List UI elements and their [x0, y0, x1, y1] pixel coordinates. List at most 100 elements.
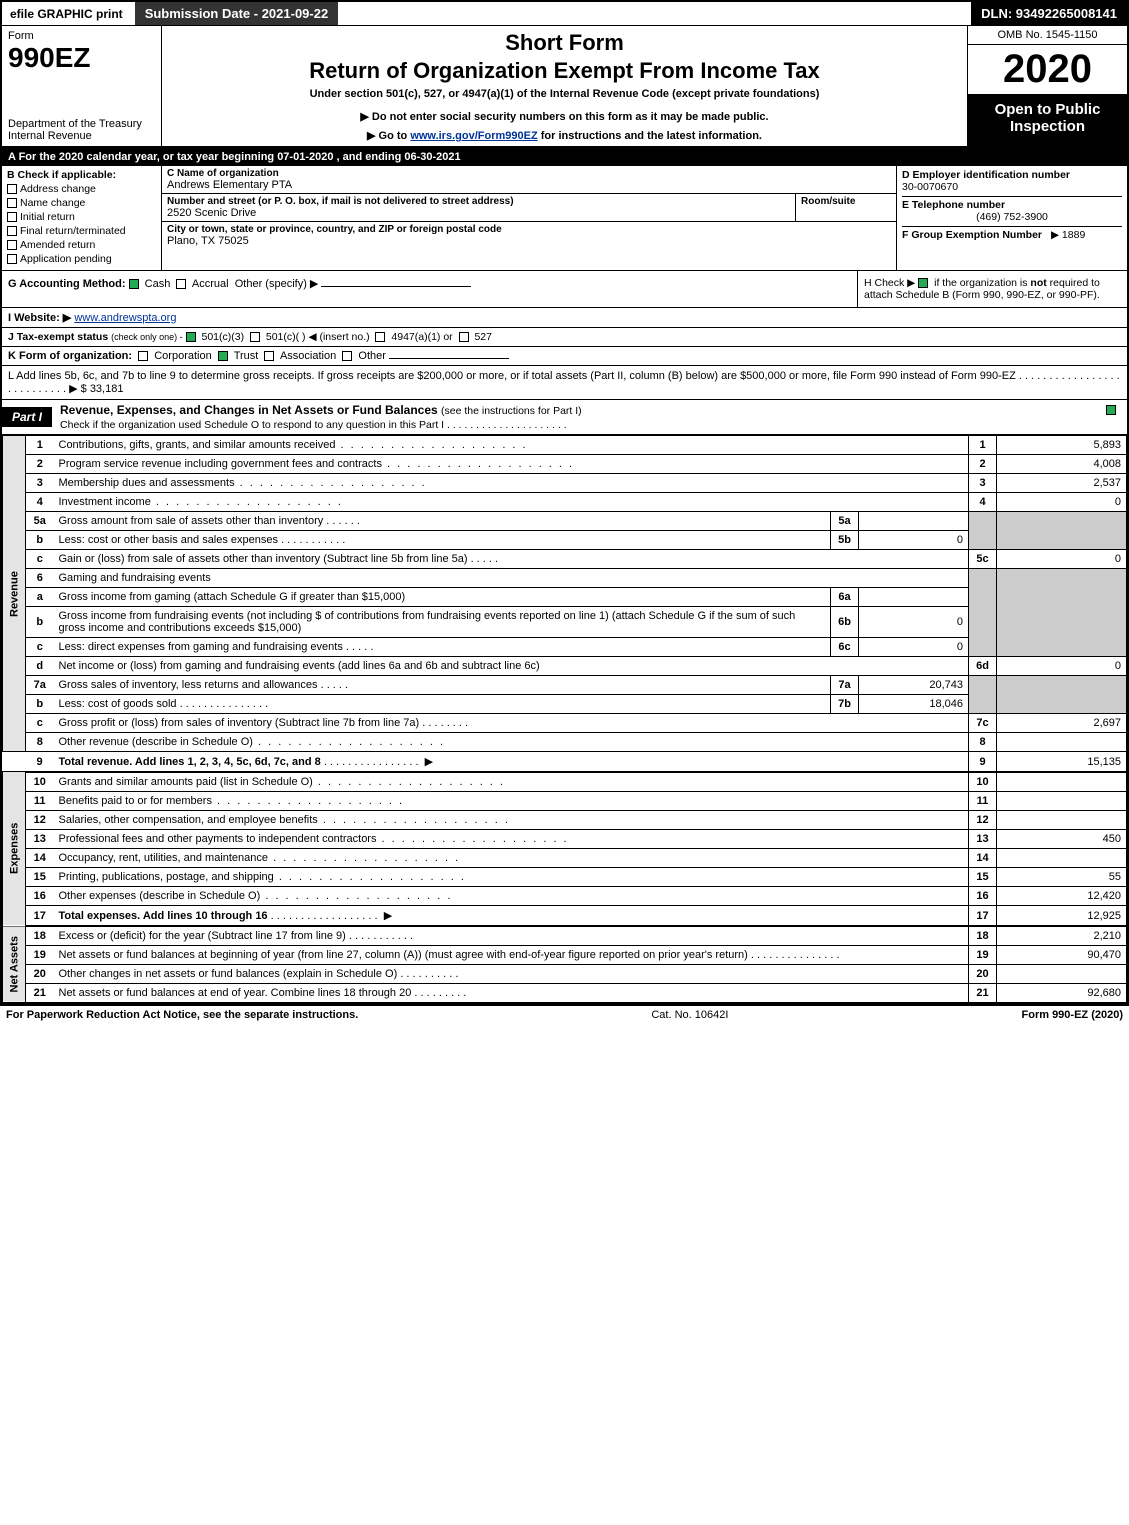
warning-note: ▶ Do not enter social security numbers o…	[360, 110, 768, 123]
check-cash[interactable]	[129, 279, 139, 289]
sv-7a: 20,743	[859, 676, 969, 695]
desc-19: Net assets or fund balances at beginning…	[59, 949, 748, 961]
shade-6	[969, 569, 997, 657]
website-link[interactable]: www.andrewspta.org	[74, 312, 176, 324]
check-h[interactable]	[918, 278, 928, 288]
ein-label: D Employer identification number	[902, 169, 1070, 181]
ln-7c: c	[26, 714, 54, 733]
row-gh: G Accounting Method: Cash Accrual Other …	[2, 271, 1127, 308]
ln-5a: 5a	[26, 512, 54, 531]
check-schedule-o[interactable]	[1106, 405, 1116, 415]
ln-17: 17	[26, 906, 54, 927]
sv-7b: 18,046	[859, 695, 969, 714]
r-1: 1	[969, 436, 997, 455]
r-21: 21	[969, 984, 997, 1003]
open-inspection: Open to Public Inspection	[968, 95, 1127, 146]
check-other-org[interactable]	[342, 351, 352, 361]
v-20	[997, 965, 1127, 984]
r-9: 9	[969, 752, 997, 773]
org-name-label: C Name of organization	[167, 168, 891, 179]
desc-7b: Less: cost of goods sold	[59, 698, 177, 710]
phone-label: E Telephone number	[902, 199, 1005, 211]
check-name-change[interactable]	[7, 198, 17, 208]
ln-21: 21	[26, 984, 54, 1003]
opt-corp: Corporation	[154, 350, 211, 362]
ln-20: 20	[26, 965, 54, 984]
r-20: 20	[969, 965, 997, 984]
check-501c[interactable]	[250, 332, 260, 342]
r-15: 15	[969, 868, 997, 887]
desc-18: Excess or (deficit) for the year (Subtra…	[59, 930, 346, 942]
check-initial-return[interactable]	[7, 212, 17, 222]
ln-14: 14	[26, 849, 54, 868]
v-11	[997, 792, 1127, 811]
check-address-change[interactable]	[7, 184, 17, 194]
r-5c: 5c	[969, 550, 997, 569]
r-8: 8	[969, 733, 997, 752]
footer: For Paperwork Reduction Act Notice, see …	[0, 1005, 1129, 1024]
opt-initial-return: Initial return	[20, 211, 75, 223]
desc-6: Gaming and fundraising events	[54, 569, 969, 588]
r-3: 3	[969, 474, 997, 493]
check-amended-return[interactable]	[7, 240, 17, 250]
v-4: 0	[997, 493, 1127, 512]
ln-2: 2	[26, 455, 54, 474]
efile-label: efile GRAPHIC print	[2, 4, 131, 24]
v-8	[997, 733, 1127, 752]
sl-6a: 6a	[831, 588, 859, 607]
j-label: J Tax-exempt status	[8, 331, 108, 343]
part-i-title-text: Revenue, Expenses, and Changes in Net As…	[60, 403, 438, 417]
desc-3: Membership dues and assessments	[59, 477, 235, 489]
ln-11: 11	[26, 792, 54, 811]
opt-application-pending: Application pending	[20, 253, 112, 265]
info-grid: B Check if applicable: Address change Na…	[2, 166, 1127, 271]
check-527[interactable]	[459, 332, 469, 342]
desc-13: Professional fees and other payments to …	[59, 833, 377, 845]
footer-mid: Cat. No. 10642I	[358, 1009, 1021, 1021]
desc-6c: Less: direct expenses from gaming and fu…	[59, 641, 343, 653]
dln: DLN: 93492265008141	[971, 2, 1127, 25]
ln-5c: c	[26, 550, 54, 569]
check-4947[interactable]	[375, 332, 385, 342]
v-21: 92,680	[997, 984, 1127, 1003]
shade-6v	[997, 569, 1127, 657]
check-assoc[interactable]	[264, 351, 274, 361]
sl-7b: 7b	[831, 695, 859, 714]
r-11: 11	[969, 792, 997, 811]
shade-7	[969, 676, 997, 714]
tax-period: A For the 2020 calendar year, or tax yea…	[2, 148, 1127, 166]
v-5c: 0	[997, 550, 1127, 569]
sv-6a	[859, 588, 969, 607]
instructions-link[interactable]: www.irs.gov/Form990EZ	[410, 130, 537, 142]
check-corp[interactable]	[138, 351, 148, 361]
part-i-header: Part I Revenue, Expenses, and Changes in…	[2, 400, 1127, 435]
check-application-pending[interactable]	[7, 254, 17, 264]
h-text2: if the organization is	[934, 277, 1030, 289]
form-number: 990EZ	[8, 42, 155, 74]
ln-7b: b	[26, 695, 54, 714]
check-501c3[interactable]	[186, 332, 196, 342]
ln-1: 1	[26, 436, 54, 455]
form-990ez: efile GRAPHIC print Submission Date - 20…	[0, 0, 1129, 1005]
ln-12: 12	[26, 811, 54, 830]
desc-20: Other changes in net assets or fund bala…	[59, 968, 398, 980]
r-2: 2	[969, 455, 997, 474]
section-b: B Check if applicable: Address change Na…	[2, 166, 162, 270]
h-text1: H Check ▶	[864, 277, 915, 289]
g-label: G Accounting Method:	[8, 278, 126, 290]
check-accrual[interactable]	[176, 279, 186, 289]
r-18: 18	[969, 926, 997, 946]
lines-table: Revenue 1 Contributions, gifts, grants, …	[2, 435, 1127, 1003]
sl-5b: 5b	[831, 531, 859, 550]
sv-6c: 0	[859, 638, 969, 657]
part-i-sub: (see the instructions for Part I)	[441, 405, 582, 417]
check-final-return[interactable]	[7, 226, 17, 236]
desc-7a: Gross sales of inventory, less returns a…	[59, 679, 318, 691]
org-name: Andrews Elementary PTA	[167, 179, 891, 191]
desc-5a: Gross amount from sale of assets other t…	[59, 515, 324, 527]
v-18: 2,210	[997, 926, 1127, 946]
opt-name-change: Name change	[20, 197, 85, 209]
opt-amended-return: Amended return	[20, 239, 95, 251]
footer-right: Form 990-EZ (2020)	[1022, 1009, 1124, 1021]
check-trust[interactable]	[218, 351, 228, 361]
